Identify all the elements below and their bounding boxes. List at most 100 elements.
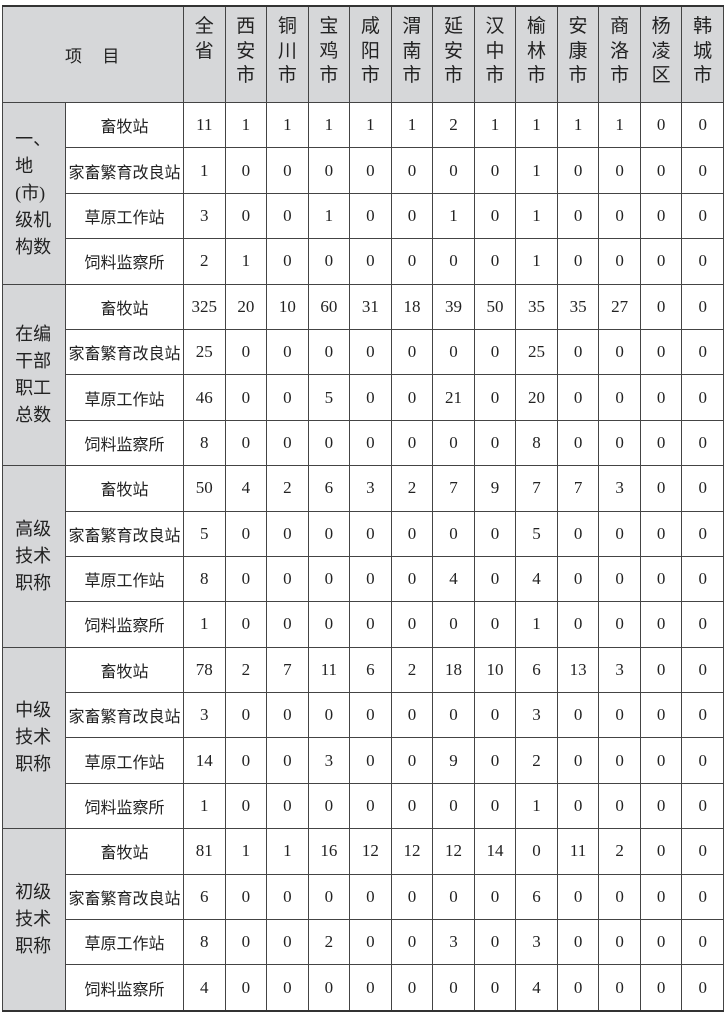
value-cell: 0 [432,964,475,1012]
header-column-label: 全省 [194,16,214,62]
value-cell: 0 [639,555,683,603]
header-column: 渭南市 [390,5,434,103]
value-cell: 0 [307,419,351,467]
row-label: 饲料监察所 [64,601,185,648]
table-row: 中级技术职称 畜牧站 78 2 7 11 6 2 18 10 6 13 3 0 0 [2,646,724,830]
value-cell: 0 [266,601,309,648]
value-cell: 0 [349,328,392,376]
table-row: 初级技术职称 畜牧站 81 1 1 16 12 12 12 14 0 11 2 0 0 [2,828,724,1012]
table-header: 项 目 全省 西安市 铜川市 宝鸡市 咸阳市 渭南市 延安市 汉中市 榆林市 安康市 商洛市 杨凌区 韩… [1,5,724,103]
group-label-cell: 初级技术职称 [2,828,66,1012]
value-cell: 1 [307,101,351,149]
value-cell: 0 [598,601,641,648]
row-label: 草原工作站 [64,192,185,240]
value-cell: 4 [515,964,558,1012]
value-cell: 1 [598,101,641,149]
value-cell: 13 [556,646,600,694]
value-cell: 0 [681,782,724,830]
value-cell: 1 [515,601,558,648]
value-cell: 0 [224,328,268,376]
value-cell: 12 [432,828,475,875]
value-cell: 50 [473,283,517,330]
value-cell: 3 [307,737,351,784]
value-cell: 0 [432,873,475,921]
value-cell: 2 [224,646,268,694]
row-label: 畜牧站 [64,101,185,149]
row-label: 家畜繁育改良站 [64,328,185,376]
row-label: 草原工作站 [64,374,185,421]
value-cell: 1 [432,192,475,240]
table-row: 家畜繁育改良站 1 0 0 0 0 0 0 0 1 0 0 0 0 [3,147,724,194]
value-cell: 0 [224,737,268,784]
row-label: 家畜繁育改良站 [64,147,185,194]
value-cell: 0 [473,692,517,739]
value-cell: 0 [266,692,309,739]
header-column-label: 汉中市 [485,16,505,87]
header-column: 安康市 [556,5,600,103]
value-cell: 0 [224,873,268,921]
value-cell: 0 [307,238,351,285]
value-cell: 0 [390,555,434,603]
value-cell: 0 [681,601,724,648]
value-cell: 9 [473,465,517,512]
header-column: 韩城市 [681,5,724,103]
table-row: 饲料监察所 2 1 0 0 0 0 0 0 1 0 0 0 0 [3,238,724,285]
value-cell: 0 [473,147,517,194]
value-cell: 0 [681,419,724,467]
value-cell: 0 [266,873,309,921]
value-cell: 0 [639,328,683,376]
value-cell: 18 [432,646,475,694]
value-cell: 0 [473,737,517,784]
value-cell: 7 [266,646,309,694]
value-cell: 12 [349,828,392,875]
value-cell: 8 [183,919,226,966]
header-column-label: 西安市 [236,16,256,87]
header-column: 咸阳市 [349,5,392,103]
value-cell: 0 [266,919,309,966]
value-cell: 25 [183,328,226,376]
value-cell: 0 [266,964,309,1012]
value-cell: 0 [639,737,683,784]
value-cell: 0 [390,328,434,376]
value-cell: 3 [432,919,475,966]
value-cell: 0 [349,238,392,285]
value-cell: 11 [556,828,600,875]
value-cell: 0 [681,510,724,557]
value-cell: 0 [473,192,517,240]
value-cell: 8 [515,419,558,467]
value-cell: 0 [556,555,600,603]
value-cell: 325 [183,283,226,330]
value-cell: 0 [390,919,434,966]
row-label: 饲料监察所 [64,964,185,1012]
table-row: 草原工作站 14 0 0 3 0 0 9 0 2 0 0 0 0 [3,737,724,784]
value-cell: 6 [515,646,558,694]
value-cell: 1 [266,101,309,149]
value-cell: 2 [390,465,434,512]
header-column: 杨凌区 [639,5,683,103]
value-cell: 3 [515,692,558,739]
table-row: 草原工作站 8 0 0 0 0 0 4 0 4 0 0 0 0 [3,555,724,603]
value-cell: 0 [473,419,517,467]
value-cell: 0 [224,192,268,240]
value-cell: 3 [349,465,392,512]
value-cell: 1 [515,238,558,285]
value-cell: 0 [556,873,600,921]
row-label: 草原工作站 [64,919,185,966]
value-cell: 0 [307,964,351,1012]
value-cell: 0 [639,374,683,421]
value-cell: 2 [307,919,351,966]
group-label-cell: 中级技术职称 [2,646,66,830]
value-cell: 0 [681,328,724,376]
value-cell: 0 [639,283,683,330]
value-cell: 0 [432,601,475,648]
value-cell: 0 [432,782,475,830]
value-cell: 0 [224,964,268,1012]
value-cell: 0 [681,646,724,694]
value-cell: 0 [224,510,268,557]
value-cell: 3 [515,919,558,966]
value-cell: 0 [349,147,392,194]
value-cell: 0 [473,238,517,285]
value-cell: 0 [473,328,517,376]
value-cell: 6 [307,465,351,512]
header-column: 宝鸡市 [307,5,351,103]
